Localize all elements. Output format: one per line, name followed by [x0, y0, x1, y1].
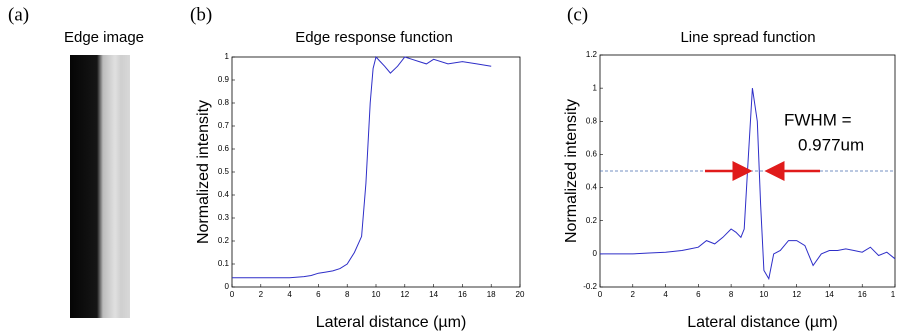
y-tick-label: 0.2 [218, 236, 230, 245]
x-tick-label: 16 [858, 290, 867, 299]
y-tick-label: 1.2 [586, 50, 598, 59]
x-tick-label: 20 [516, 290, 525, 299]
x-tick-label: 1 [891, 290, 896, 299]
y-tick-label: 0.9 [218, 75, 230, 84]
y-tick-label: 0.7 [218, 121, 230, 130]
x-tick-label: 4 [663, 290, 668, 299]
y-tick-label: 0.8 [218, 98, 230, 107]
y-tick-label: 0.6 [218, 144, 230, 153]
x-tick-label: 0 [598, 290, 603, 299]
chart-title: Edge image [64, 29, 144, 46]
y-tick-label: 0 [225, 282, 230, 291]
x-tick-label: 8 [345, 290, 350, 299]
x-tick-label: 6 [696, 290, 701, 299]
data-line [232, 57, 491, 278]
y-tick-label: 0.1 [218, 259, 230, 268]
y-tick-label: 0.5 [218, 167, 230, 176]
chart-title: Line spread function [680, 29, 815, 46]
x-tick-label: 4 [287, 290, 292, 299]
x-axis-label: Lateral distance (µm) [687, 314, 838, 331]
x-axis-label: Lateral distance (µm) [316, 314, 467, 331]
x-tick-label: 18 [487, 290, 496, 299]
y-tick-label: 0 [593, 249, 598, 258]
y-tick-label: 0.3 [218, 213, 230, 222]
chart-title: Edge response function [295, 29, 453, 46]
annotation: FWHM = [784, 110, 852, 129]
y-tick-label: -0.2 [583, 282, 597, 291]
edge-image [70, 55, 130, 318]
x-tick-label: 16 [458, 290, 467, 299]
x-tick-label: 8 [729, 290, 734, 299]
x-tick-label: 2 [631, 290, 636, 299]
x-tick-label: 14 [429, 290, 438, 299]
x-tick-label: 10 [372, 290, 381, 299]
figure: (a) Edge image (b) Edge response function 0 2… [0, 0, 897, 335]
x-tick-label: 0 [230, 290, 235, 299]
y-tick-label: 0.8 [586, 116, 598, 125]
y-tick-label: 0.4 [586, 183, 598, 192]
y-tick-label: 0.4 [218, 190, 230, 199]
x-tick-label: 6 [316, 290, 321, 299]
y-axis-label: Normalized intensity [563, 99, 580, 243]
y-axis-label: Normalized intensity [195, 100, 212, 244]
plot-frame [232, 57, 520, 287]
panel-label: (c) [567, 4, 588, 25]
panel-label: (b) [190, 4, 212, 25]
x-tick-label: 12 [792, 290, 801, 299]
annotation: 0.977um [798, 135, 864, 154]
x-tick-label: 14 [825, 290, 834, 299]
y-tick-label: 0.2 [586, 216, 598, 225]
y-tick-label: 0.6 [586, 150, 598, 159]
x-tick-label: 2 [259, 290, 264, 299]
y-tick-label: 1 [593, 83, 598, 92]
panel-label: (a) [8, 4, 29, 25]
x-tick-label: 10 [759, 290, 768, 299]
x-tick-label: 12 [400, 290, 409, 299]
y-tick-label: 1 [225, 52, 230, 61]
